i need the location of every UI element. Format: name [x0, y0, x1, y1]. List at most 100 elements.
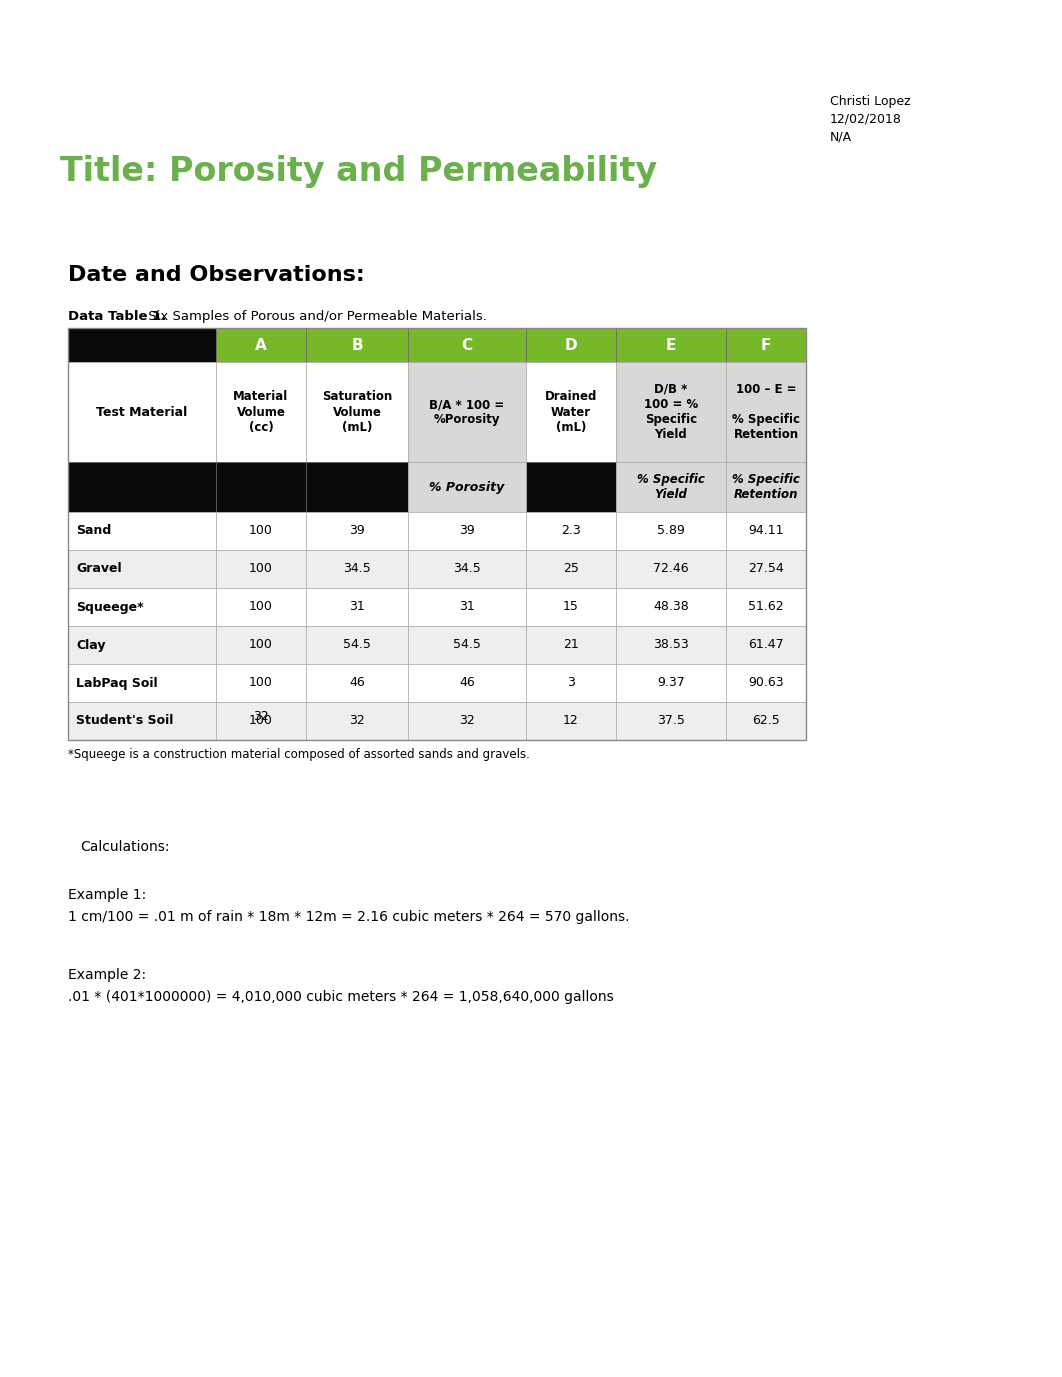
Text: Clay: Clay	[76, 639, 105, 651]
Text: 100 – E =

% Specific
Retention: 100 – E = % Specific Retention	[732, 383, 800, 441]
Bar	[216, 463, 306, 512]
Bar	[616, 328, 726, 362]
Text: LabPaq Soil: LabPaq Soil	[76, 676, 157, 690]
Bar	[68, 362, 216, 463]
Bar	[306, 588, 408, 627]
Bar	[526, 627, 616, 664]
Text: Material
Volume
(cc): Material Volume (cc)	[234, 391, 289, 434]
Bar	[616, 512, 726, 549]
Text: 21: 21	[563, 639, 579, 651]
Text: 48.38: 48.38	[653, 600, 689, 614]
Text: 15: 15	[563, 600, 579, 614]
Text: D/B *
100 = %
Specific
Yield: D/B * 100 = % Specific Yield	[644, 383, 698, 441]
Text: 46: 46	[459, 676, 475, 690]
Text: 100: 100	[250, 676, 273, 690]
Bar	[68, 549, 216, 588]
Text: 37.5: 37.5	[657, 715, 685, 727]
Bar	[68, 664, 216, 702]
Bar	[216, 362, 306, 463]
Bar	[216, 702, 306, 739]
Text: Squeege*: Squeege*	[76, 600, 143, 614]
Bar	[306, 627, 408, 664]
Text: 9.37: 9.37	[657, 676, 685, 690]
Bar	[306, 512, 408, 549]
Bar	[526, 702, 616, 739]
Text: Saturation
Volume
(mL): Saturation Volume (mL)	[322, 391, 392, 434]
Text: 46: 46	[349, 676, 365, 690]
Bar	[526, 549, 616, 588]
Bar	[216, 627, 306, 664]
Text: Data Table 1.: Data Table 1.	[68, 310, 167, 324]
Text: 94.11: 94.11	[749, 525, 784, 537]
Text: N/A: N/A	[830, 131, 852, 145]
Text: 72.46: 72.46	[653, 562, 689, 576]
Text: D: D	[565, 337, 578, 353]
Bar	[726, 702, 806, 739]
Text: 12: 12	[563, 715, 579, 727]
Bar	[726, 512, 806, 549]
Text: Example 1:: Example 1:	[68, 888, 147, 902]
Text: % Porosity: % Porosity	[429, 481, 504, 493]
Bar	[306, 549, 408, 588]
Bar	[408, 512, 526, 549]
Bar	[726, 549, 806, 588]
Text: Student's Soil: Student's Soil	[76, 715, 173, 727]
Text: 27.54: 27.54	[748, 562, 784, 576]
Bar	[526, 588, 616, 627]
Bar	[526, 362, 616, 463]
Bar	[526, 328, 616, 362]
Text: Example 2:: Example 2:	[68, 968, 147, 982]
Text: 32: 32	[349, 715, 365, 727]
Text: 100: 100	[250, 562, 273, 576]
Text: 25: 25	[563, 562, 579, 576]
Bar	[616, 549, 726, 588]
Text: 51.62: 51.62	[749, 600, 784, 614]
Bar	[216, 588, 306, 627]
Bar	[616, 362, 726, 463]
Bar	[68, 512, 216, 549]
Text: B: B	[352, 337, 363, 353]
Text: F: F	[760, 337, 771, 353]
Text: 54.5: 54.5	[453, 639, 481, 651]
Bar	[216, 549, 306, 588]
Bar	[68, 588, 216, 627]
Text: 61.47: 61.47	[749, 639, 784, 651]
Text: 100: 100	[250, 525, 273, 537]
Text: 3: 3	[567, 676, 575, 690]
Bar	[526, 664, 616, 702]
Text: A: A	[255, 337, 267, 353]
Bar	[408, 664, 526, 702]
Text: 38.53: 38.53	[653, 639, 689, 651]
Text: 32: 32	[253, 711, 269, 723]
Text: 100: 100	[250, 715, 273, 727]
Bar	[616, 627, 726, 664]
Bar	[306, 362, 408, 463]
Text: 31: 31	[349, 600, 365, 614]
Bar	[68, 328, 806, 739]
Bar	[306, 664, 408, 702]
Text: 32: 32	[459, 715, 475, 727]
Bar	[408, 702, 526, 739]
Text: 39: 39	[459, 525, 475, 537]
Bar	[726, 362, 806, 463]
Bar	[68, 627, 216, 664]
Bar	[726, 463, 806, 512]
Text: 62.5: 62.5	[752, 715, 780, 727]
Bar	[726, 627, 806, 664]
Text: 5.89: 5.89	[657, 525, 685, 537]
Bar	[726, 664, 806, 702]
Text: 100: 100	[250, 639, 273, 651]
Text: 39: 39	[349, 525, 365, 537]
Text: 1 cm/100 = .01 m of rain * 18m * 12m = 2.16 cubic meters * 264 = 570 gallons.: 1 cm/100 = .01 m of rain * 18m * 12m = 2…	[68, 910, 630, 924]
Bar	[216, 328, 306, 362]
Bar	[726, 588, 806, 627]
Text: Test Material: Test Material	[97, 405, 188, 419]
Text: Date and Observations:: Date and Observations:	[68, 264, 364, 285]
Text: 12/02/2018: 12/02/2018	[830, 113, 902, 127]
Text: 2.3: 2.3	[561, 525, 581, 537]
Bar	[68, 463, 216, 512]
Text: B/A * 100 =
%Porosity: B/A * 100 = %Porosity	[429, 398, 504, 425]
Bar	[408, 588, 526, 627]
Bar	[216, 512, 306, 549]
Text: Gravel: Gravel	[76, 562, 122, 576]
